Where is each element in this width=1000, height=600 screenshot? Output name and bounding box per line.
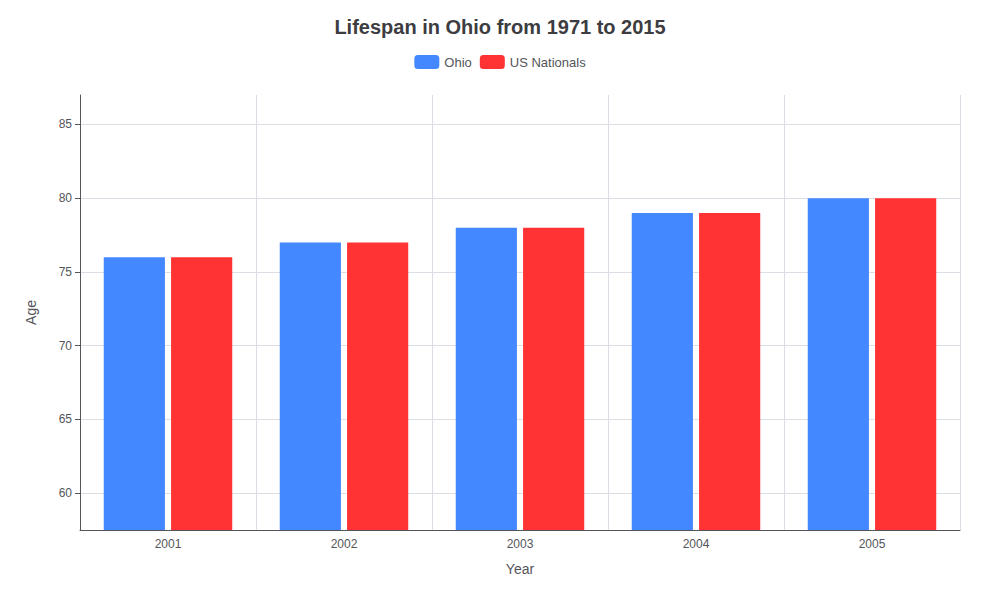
svg-text:2004: 2004 (683, 537, 710, 551)
svg-text:Lifespan in Ohio from 1971 to: Lifespan in Ohio from 1971 to 2015 (334, 16, 665, 38)
svg-text:Age: Age (23, 300, 39, 325)
svg-text:2002: 2002 (331, 537, 358, 551)
svg-text:75: 75 (59, 265, 73, 279)
svg-text:2003: 2003 (507, 537, 534, 551)
svg-text:2005: 2005 (859, 537, 886, 551)
svg-text:85: 85 (59, 117, 73, 131)
svg-text:60: 60 (59, 486, 73, 500)
svg-text:65: 65 (59, 412, 73, 426)
svg-text:Ohio: Ohio (444, 55, 471, 70)
svg-text:Year: Year (506, 561, 535, 577)
svg-text:70: 70 (59, 339, 73, 353)
svg-text:US Nationals: US Nationals (510, 55, 586, 70)
svg-text:2001: 2001 (155, 537, 182, 551)
svg-text:80: 80 (59, 191, 73, 205)
